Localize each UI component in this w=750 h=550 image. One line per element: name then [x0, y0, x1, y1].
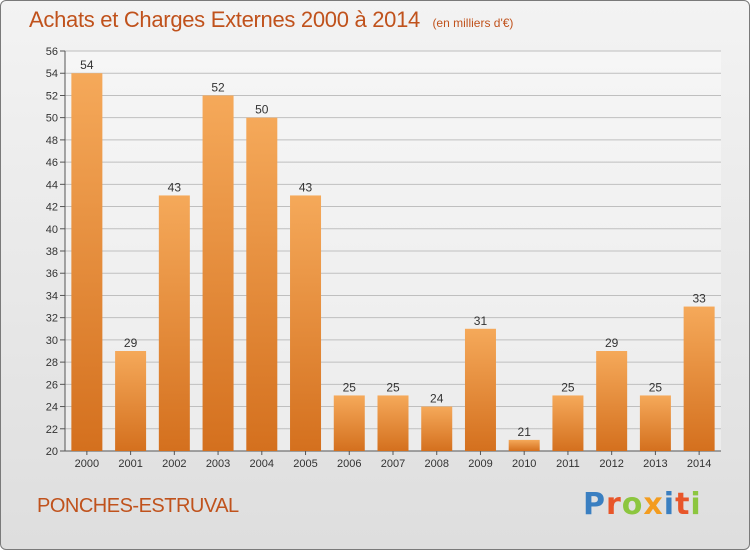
- y-tick-label: 44: [46, 179, 58, 191]
- y-tick-label: 54: [46, 68, 58, 80]
- x-tick-label: 2002: [162, 458, 186, 470]
- y-tick-label: 24: [46, 402, 58, 414]
- logo-letter: r: [606, 487, 622, 522]
- y-tick-label: 42: [46, 202, 58, 214]
- bar-value-label: 25: [386, 380, 400, 394]
- x-tick-label: 2008: [424, 458, 448, 470]
- y-tick-label: 52: [46, 90, 58, 102]
- bar-value-label: 29: [124, 336, 138, 350]
- title-row: Achats et Charges Externes 2000 à 2014 (…: [29, 7, 513, 33]
- logo-letter: o: [621, 487, 644, 522]
- commune-name: PONCHES-ESTRUVAL: [37, 495, 239, 517]
- bar: [508, 439, 540, 451]
- bar: [596, 351, 628, 451]
- bar-value-label: 52: [211, 80, 225, 94]
- logo-letter: P: [583, 487, 606, 522]
- bar: [683, 306, 715, 451]
- logo-letter: t: [675, 487, 691, 522]
- y-tick-label: 28: [46, 357, 58, 369]
- bar: [202, 95, 234, 451]
- y-tick-label: 56: [46, 46, 58, 58]
- chart-title: Achats et Charges Externes 2000 à 2014: [29, 7, 420, 32]
- proxiti-logo: Proxiti: [583, 487, 702, 522]
- bar: [71, 73, 103, 451]
- x-tick-label: 2001: [118, 458, 142, 470]
- x-tick-label: 2013: [643, 458, 667, 470]
- bar-value-label: 33: [692, 292, 706, 306]
- y-tick-label: 30: [46, 335, 58, 347]
- bar: [115, 351, 147, 451]
- y-tick-label: 38: [46, 246, 58, 258]
- y-tick-label: 32: [46, 313, 58, 325]
- chart-subtitle: (en milliers d'€): [432, 16, 514, 30]
- x-tick-label: 2007: [381, 458, 405, 470]
- bar: [246, 117, 278, 452]
- bar-value-label: 29: [605, 336, 619, 350]
- bar-value-label: 24: [430, 392, 444, 406]
- bar: [377, 395, 409, 451]
- logo-letter: i: [663, 487, 676, 522]
- y-tick-label: 48: [46, 135, 58, 147]
- y-tick-label: 50: [46, 113, 58, 125]
- bar: [421, 406, 453, 451]
- x-tick-label: 2012: [599, 458, 623, 470]
- bar: [333, 395, 365, 451]
- y-tick-label: 22: [46, 424, 58, 436]
- bar-value-label: 25: [649, 380, 663, 394]
- bar: [158, 195, 190, 451]
- bar: [552, 395, 584, 451]
- bar-value-label: 43: [168, 180, 182, 194]
- bar-value-label: 25: [343, 380, 357, 394]
- logo-letter: i: [690, 487, 702, 522]
- y-tick-label: 36: [46, 268, 58, 280]
- y-tick-label: 20: [46, 446, 58, 458]
- bar-value-label: 50: [255, 103, 269, 117]
- bar: [639, 395, 671, 451]
- x-tick-label: 2010: [512, 458, 536, 470]
- x-tick-label: 2009: [468, 458, 492, 470]
- bar-value-label: 43: [299, 180, 313, 194]
- y-tick-label: 46: [46, 157, 58, 169]
- x-tick-label: 2006: [337, 458, 361, 470]
- x-tick-label: 2014: [687, 458, 711, 470]
- bar: [290, 195, 322, 451]
- x-tick-label: 2004: [250, 458, 274, 470]
- bar-value-label: 54: [80, 58, 94, 72]
- x-tick-label: 2005: [293, 458, 317, 470]
- logo-letter: x: [643, 487, 664, 522]
- x-tick-label: 2011: [556, 458, 580, 470]
- bar-value-label: 21: [518, 425, 532, 439]
- y-tick-label: 26: [46, 379, 58, 391]
- bar: [464, 328, 496, 451]
- y-tick-label: 34: [46, 290, 58, 302]
- bar-value-label: 25: [561, 380, 575, 394]
- x-tick-label: 2000: [75, 458, 99, 470]
- x-tick-label: 2003: [206, 458, 230, 470]
- bar-value-label: 31: [474, 314, 488, 328]
- y-tick-label: 40: [46, 224, 58, 236]
